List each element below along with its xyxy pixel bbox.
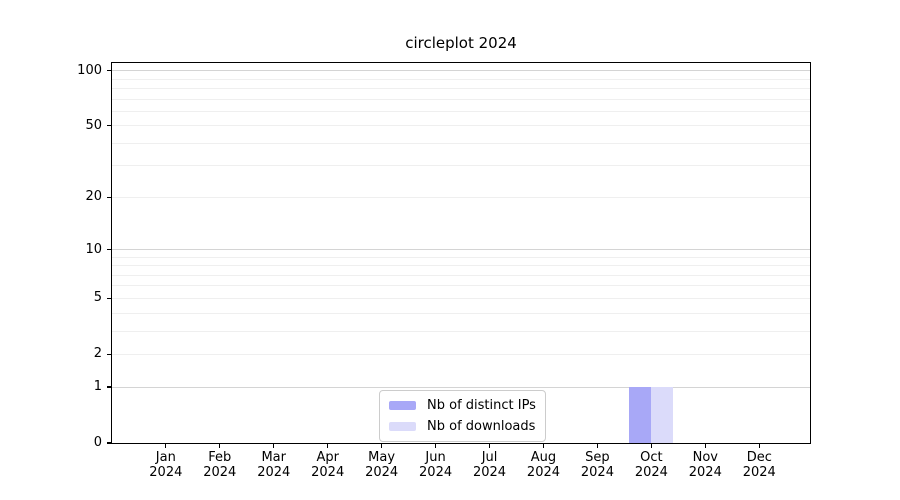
legend-item: Nb of distinct IPs <box>389 397 536 414</box>
x-tick-year: 2024 <box>419 465 453 480</box>
chart-title: circleplot 2024 <box>405 34 517 52</box>
x-tick-label: Aug 2024 <box>527 450 560 480</box>
y-axis-tick <box>107 442 111 444</box>
x-tick-month: Dec <box>746 450 772 465</box>
x-tick-year: 2024 <box>365 465 399 480</box>
x-tick-month: Jul <box>481 450 498 465</box>
x-tick-label: Jun 2024 <box>419 450 452 480</box>
y-axis-tick <box>107 196 111 198</box>
legend: Nb of distinct IPs Nb of downloads <box>379 390 546 442</box>
y-axis-tick <box>107 353 111 355</box>
y-tick-label: 5 <box>93 290 102 306</box>
x-axis-tick <box>165 444 167 448</box>
x-axis-tick <box>381 444 383 448</box>
minor-gridline <box>112 110 810 112</box>
y-tick-label: 2 <box>93 346 102 362</box>
x-axis-tick <box>704 444 706 448</box>
y-axis-tick <box>107 297 111 300</box>
x-axis-tick <box>488 444 491 448</box>
y-axis-tick <box>107 125 111 127</box>
x-tick-label: Dec 2024 <box>743 450 776 480</box>
major-gridline <box>112 386 810 388</box>
legend-swatch <box>389 422 416 431</box>
x-tick-year: 2024 <box>634 465 668 480</box>
minor-gridline <box>112 285 810 287</box>
x-axis-tick <box>434 444 437 448</box>
minor-gridline <box>112 142 810 144</box>
y-tick-label: 20 <box>85 189 102 205</box>
x-tick-year: 2024 <box>472 465 507 480</box>
minor-gridline <box>112 78 810 80</box>
minor-gridline <box>112 87 810 89</box>
y-tick-label: 100 <box>77 62 102 78</box>
x-axis-tick <box>273 444 275 448</box>
minor-gridline <box>112 274 810 276</box>
legend-label: Nb of downloads <box>427 419 536 434</box>
x-tick-year: 2024 <box>742 465 776 480</box>
x-axis-tick <box>758 444 760 448</box>
legend-label: Nb of distinct IPs <box>427 398 536 413</box>
x-tick-month: Jun <box>425 450 446 465</box>
y-tick-label: 0 <box>93 435 102 450</box>
y-tick-label: 1 <box>93 379 102 395</box>
x-tick-month: Nov <box>692 450 718 465</box>
minor-gridline <box>112 256 810 258</box>
y-tick-label: 50 <box>85 117 102 133</box>
x-axis-tick <box>327 444 329 448</box>
bar-nb-of-distinct-ips <box>629 387 652 443</box>
x-tick-year: 2024 <box>311 465 345 480</box>
bar-nb-of-downloads <box>651 387 674 443</box>
x-tick-month: Feb <box>208 450 232 465</box>
minor-gridline <box>112 312 810 314</box>
y-axis-tick <box>107 386 111 388</box>
x-tick-label: Oct 2024 <box>635 450 668 480</box>
minor-gridline <box>112 125 810 127</box>
minor-gridline <box>112 265 810 267</box>
x-tick-year: 2024 <box>688 465 722 480</box>
x-tick-year: 2024 <box>580 465 614 480</box>
x-tick-label: Jul 2024 <box>473 450 506 480</box>
x-tick-label: Sep 2024 <box>581 450 614 480</box>
x-tick-label: Apr 2024 <box>311 450 344 480</box>
x-tick-label: Jan 2024 <box>149 450 182 480</box>
major-gridline <box>112 249 810 251</box>
minor-gridline <box>112 165 810 167</box>
x-tick-label: May 2024 <box>365 450 398 480</box>
x-tick-month: Apr <box>316 450 339 465</box>
x-tick-month: Sep <box>585 450 610 465</box>
x-axis-tick <box>596 444 599 448</box>
y-axis-tick <box>107 248 111 251</box>
minor-gridline <box>112 98 810 100</box>
x-tick-month: May <box>368 450 396 465</box>
x-tick-month: Mar <box>261 450 286 465</box>
x-axis-tick <box>542 444 545 448</box>
major-gridline <box>112 70 810 72</box>
legend-item: Nb of downloads <box>389 418 536 435</box>
minor-gridline <box>112 297 810 299</box>
legend-swatch <box>389 401 416 410</box>
minor-gridline <box>112 353 810 355</box>
x-tick-month: Oct <box>640 450 663 465</box>
minor-gridline <box>112 196 810 198</box>
x-tick-label: Feb 2024 <box>203 450 236 480</box>
x-tick-year: 2024 <box>526 465 561 480</box>
x-axis-tick <box>219 444 221 448</box>
x-tick-label: Mar 2024 <box>257 450 290 480</box>
x-tick-year: 2024 <box>203 465 237 480</box>
y-tick-label: 10 <box>85 241 102 257</box>
plot-area: Nb of distinct IPs Nb of downloads 0 1 2 5 10… <box>77 62 811 480</box>
x-tick-year: 2024 <box>149 465 183 480</box>
x-tick-month: Jan <box>155 450 176 465</box>
y-axis-tick <box>107 70 111 72</box>
x-tick-year: 2024 <box>257 465 291 480</box>
x-axis-tick <box>650 444 652 448</box>
x-tick-label: Nov 2024 <box>689 450 722 480</box>
minor-gridline <box>112 330 810 332</box>
x-tick-month: Aug <box>530 450 557 465</box>
